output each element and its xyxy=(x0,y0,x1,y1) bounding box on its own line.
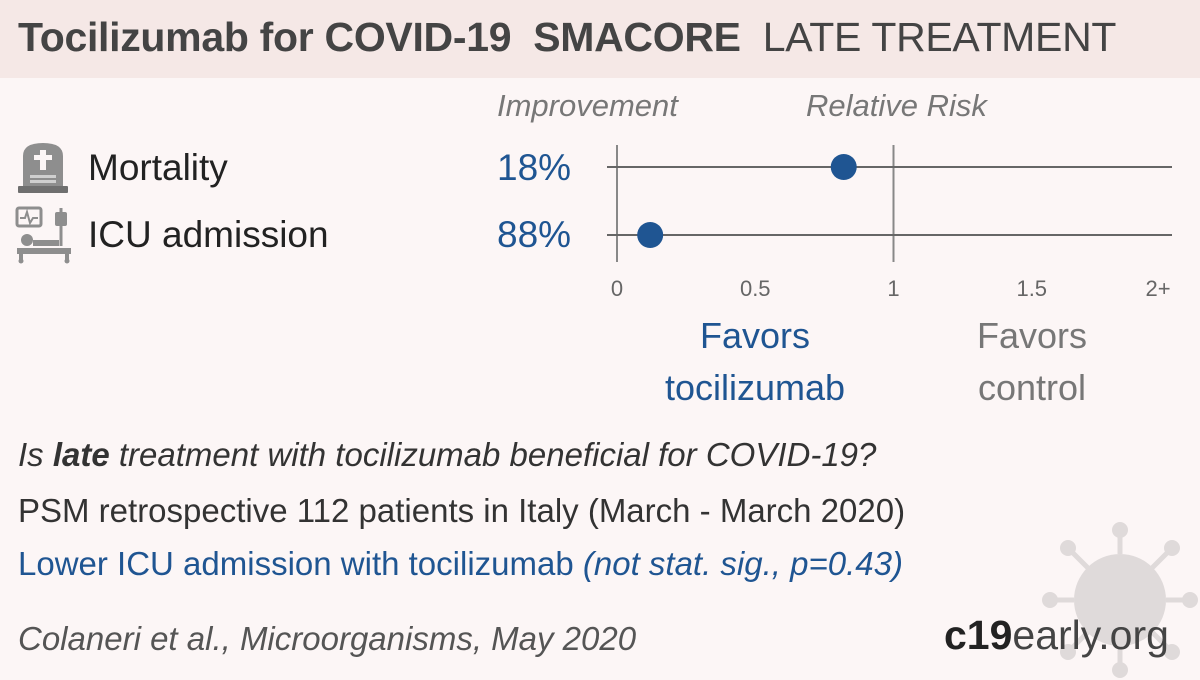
favors-treatment-label: Favors tocilizumab xyxy=(665,310,845,414)
row-label-mortality: Mortality xyxy=(88,147,228,188)
question-text: Is late treatment with tocilizumab benef… xyxy=(18,436,876,474)
column-header-relative-risk: Relative Risk xyxy=(806,88,987,123)
x-tick-label: 0.5 xyxy=(739,276,771,301)
favors-control-line1: Favors xyxy=(976,315,1088,356)
question-bold: late xyxy=(52,436,110,473)
question-pre: Is xyxy=(18,436,53,473)
result-detail: (not stat. sig., p=0.43) xyxy=(582,545,903,582)
brand-light: early.org xyxy=(1012,612,1169,658)
question-post: treatment with tocilizumab beneficial fo… xyxy=(109,436,877,473)
data-point-icu-admission xyxy=(637,222,664,248)
study-description: PSM retrospective 112 patients in Italy … xyxy=(18,492,906,529)
favors-treatment-line1: Favors xyxy=(699,315,811,356)
header-band xyxy=(0,0,1200,78)
result-main: Lower ICU admission with tocilizumab xyxy=(18,545,583,582)
brand-bold: c19 xyxy=(944,612,1013,658)
title-stage: LATE TREATMENT xyxy=(762,14,1117,60)
tombstone-icon xyxy=(18,143,68,193)
brand-logo: c19early.org xyxy=(944,612,1169,659)
x-tick-label: 2+ xyxy=(1145,276,1171,301)
citation: Colaneri et al., Microorganisms, May 202… xyxy=(18,620,637,657)
title-drug-condition: Tocilizumab for COVID-19 xyxy=(18,14,512,60)
x-tick-label: 0 xyxy=(610,276,624,301)
favors-treatment-line2: tocilizumab xyxy=(664,367,846,408)
title-study: SMACORE xyxy=(533,14,741,60)
row-label-icu-admission: ICU admission xyxy=(88,214,329,255)
x-tick-label: 1 xyxy=(887,276,900,301)
favors-control-line2: control xyxy=(977,367,1087,408)
hospital-bed-icon xyxy=(15,206,71,264)
virus-icon xyxy=(1042,522,1198,678)
row-improvement-icu-admission: 88% xyxy=(497,214,572,255)
row-improvement-mortality: 18% xyxy=(497,147,572,188)
page-title: Tocilizumab for COVID-19 SMACORE LATE TREA… xyxy=(18,14,1116,61)
data-point-mortality xyxy=(830,154,857,180)
column-header-improvement: Improvement xyxy=(497,88,678,123)
favors-control-label: Favors control xyxy=(977,310,1087,414)
x-tick-label: 1.5 xyxy=(1016,276,1048,301)
result-text: Lower ICU admission with tocilizumab (no… xyxy=(18,545,903,583)
